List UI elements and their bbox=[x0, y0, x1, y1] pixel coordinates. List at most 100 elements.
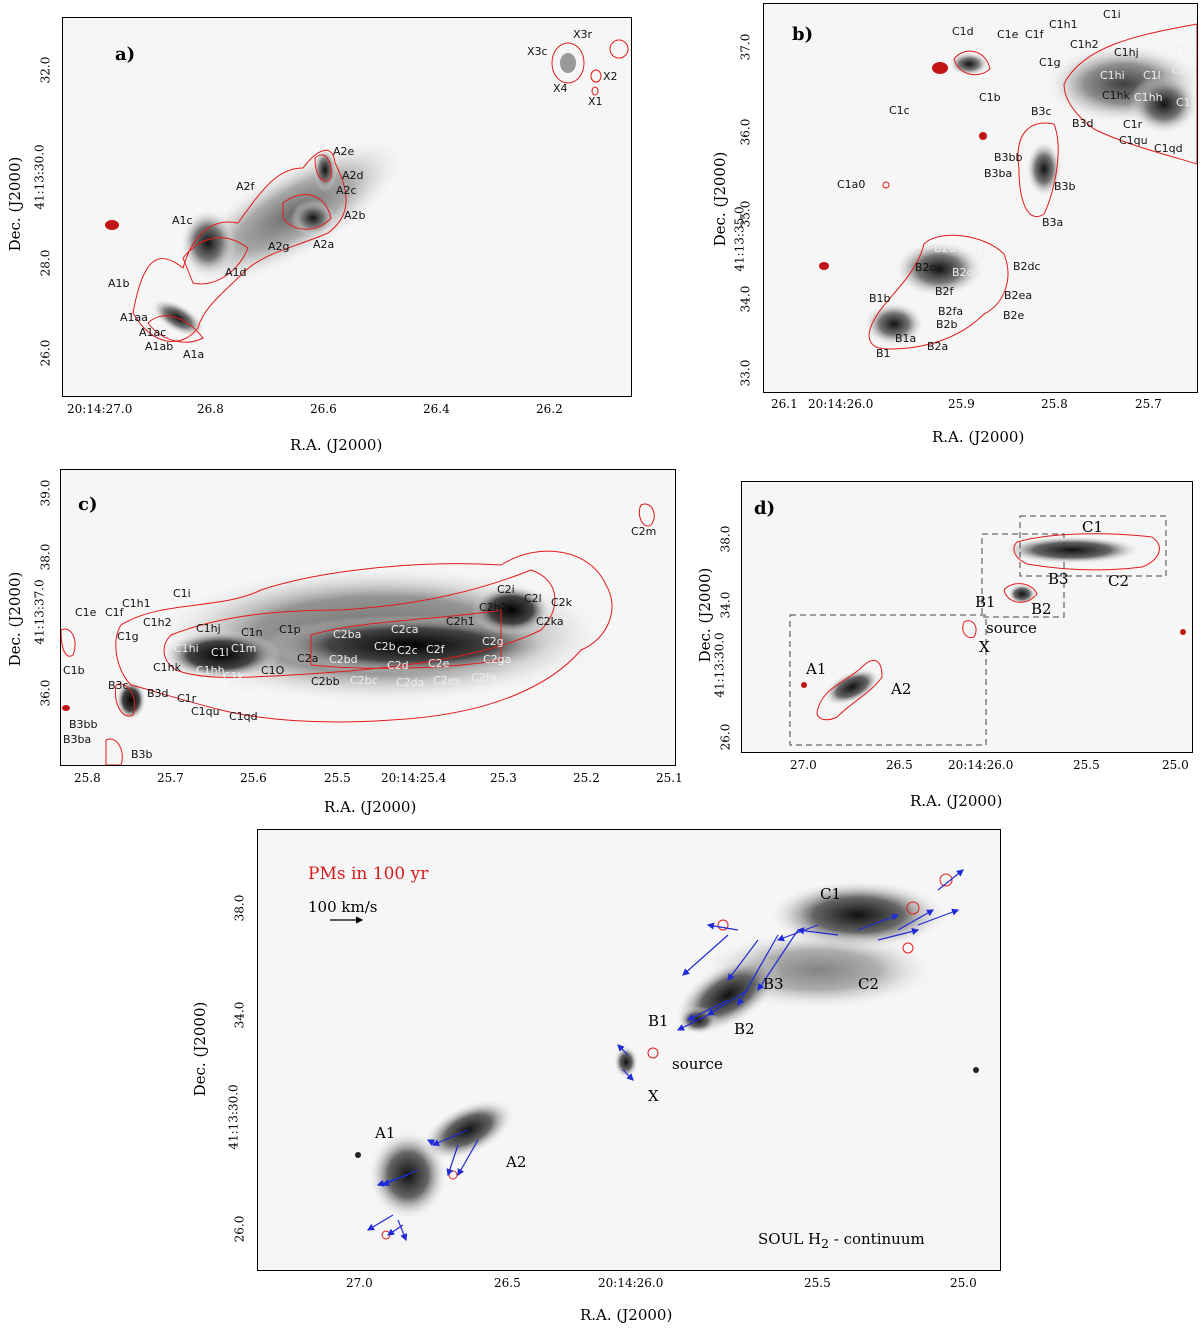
knot-label: C1m bbox=[1172, 64, 1198, 77]
knot-label: C1n bbox=[1172, 44, 1194, 57]
panel-d-label: d) bbox=[754, 498, 776, 519]
knot-label: B2c bbox=[915, 261, 936, 274]
knot-label: A1c bbox=[172, 214, 193, 227]
knot-label: C2bb bbox=[311, 675, 340, 688]
panel-a-xlabel: R.A. (J2000) bbox=[290, 436, 383, 454]
panel-e-nebula bbox=[330, 869, 979, 1242]
panel-e-xtick: 20:14:26.0 bbox=[598, 1276, 664, 1290]
knot-label: B1 bbox=[975, 593, 996, 611]
knot-label: C1e bbox=[997, 28, 1019, 41]
knot-label: C2i bbox=[497, 583, 515, 596]
knot-label: C1hk bbox=[1102, 89, 1131, 102]
panel-b-ytick: 37.0 bbox=[738, 33, 753, 61]
knot-label: C2f bbox=[426, 643, 445, 656]
knot-label: B3 bbox=[763, 975, 784, 993]
knot-label: B3b bbox=[131, 748, 153, 761]
knot-label: C1r bbox=[177, 692, 197, 705]
knot-label: B2e bbox=[1003, 309, 1025, 322]
knot-label: C1h2 bbox=[143, 616, 172, 629]
knot-label: X3r bbox=[573, 28, 593, 41]
panel-a-ytick: 41:13:30.0 bbox=[32, 144, 47, 210]
panel-d-ylabel: Dec. (J2000) bbox=[696, 567, 714, 663]
knot-label: A2f bbox=[236, 180, 255, 193]
knot-label: C1c bbox=[889, 104, 910, 117]
knot-label: C1b bbox=[979, 91, 1001, 104]
knot-label: A1d bbox=[225, 266, 247, 279]
knot-label: B2dd bbox=[952, 266, 981, 279]
filter-label: SOUL H2 - continuum bbox=[758, 1230, 925, 1251]
knot-label: B3ba bbox=[984, 167, 1013, 180]
knot-label: B1 bbox=[876, 347, 891, 360]
panel-e-xtick: 27.0 bbox=[346, 1276, 373, 1290]
knot-label: A1a bbox=[183, 348, 205, 361]
knot-label: C1hj bbox=[196, 622, 221, 635]
knot-label: C2k bbox=[551, 596, 573, 609]
knot-label: C1hi bbox=[174, 642, 199, 655]
knot-label: X bbox=[648, 1087, 659, 1105]
panel-d-xtick: 25.5 bbox=[1073, 758, 1100, 772]
knot-label: C2h2 bbox=[479, 601, 508, 614]
panel-a-ytick: 32.0 bbox=[38, 56, 53, 84]
knot-label: C1kt bbox=[229, 681, 255, 694]
knot-label: C2bc bbox=[350, 674, 378, 687]
knot-label: C1l bbox=[1143, 69, 1161, 82]
knot-label: C1k bbox=[223, 670, 245, 683]
knot-label: B3a bbox=[1042, 216, 1064, 229]
panel-b-ylabel: Dec. (J2000) bbox=[711, 151, 729, 247]
knot-label: B1 bbox=[648, 1012, 669, 1030]
panel-e-xtick: 26.5 bbox=[494, 1276, 521, 1290]
panel-a-xtick: 26.4 bbox=[423, 402, 450, 416]
knot-label: C1O bbox=[261, 664, 285, 677]
knot-label: C1n bbox=[241, 626, 263, 639]
knot-label: B3bb bbox=[994, 151, 1023, 164]
panel-b-ytick: 36.0 bbox=[738, 118, 753, 146]
panel-e-xtick: 25.0 bbox=[950, 1276, 977, 1290]
knot-label: A1b bbox=[108, 277, 130, 290]
knot-label: C2es bbox=[433, 674, 461, 687]
knot-label: A1ac bbox=[139, 326, 167, 339]
knot-label: C1hi bbox=[1100, 69, 1125, 82]
panel-c-xtick: 20:14:25.4 bbox=[381, 771, 447, 785]
knot-label: source bbox=[672, 1055, 723, 1073]
knot-label: B1a bbox=[895, 332, 917, 345]
panel-d-ytick: 41:13:30.0 bbox=[712, 632, 727, 698]
panel-b-xtick: 25.9 bbox=[948, 397, 975, 411]
panel-d-nebula bbox=[789, 515, 1186, 746]
knot-label: A1aa bbox=[120, 311, 149, 324]
panel-d-xlabel: R.A. (J2000) bbox=[910, 792, 1003, 810]
panel-a-ytick: 28.0 bbox=[38, 249, 53, 277]
knot-label: B3 bbox=[1048, 570, 1069, 588]
knot-label: C2 bbox=[1108, 572, 1130, 590]
knot-label: C1hk bbox=[153, 661, 182, 674]
knot-label: C2bd bbox=[329, 653, 358, 666]
panel-c-ytick: 39.0 bbox=[38, 479, 53, 507]
knot-label: C1g bbox=[117, 630, 139, 643]
knot-label: C1qd bbox=[1154, 142, 1183, 155]
panel-a-xtick: 20:14:27.0 bbox=[67, 402, 133, 416]
panel-d-xtick: 25.0 bbox=[1162, 758, 1189, 772]
knot-label: C2g bbox=[482, 635, 504, 648]
panel-b-xtick: 25.7 bbox=[1135, 397, 1162, 411]
knot-label: C1qu bbox=[1119, 134, 1148, 147]
knot-label: C1m bbox=[231, 642, 257, 655]
knot-label: B3d bbox=[147, 687, 169, 700]
knot-label: A1 bbox=[375, 1124, 396, 1142]
panel-c-ytick: 41:13:37.0 bbox=[32, 579, 47, 645]
knot-label: C1k bbox=[1176, 96, 1198, 109]
knot-label: C1h2 bbox=[1070, 38, 1099, 51]
pm-legend: PMs in 100 yr bbox=[308, 864, 429, 884]
panel-d-ytick: 34.0 bbox=[718, 591, 733, 619]
knot-label: B2d bbox=[934, 242, 956, 255]
knot-label: X4 bbox=[553, 82, 568, 95]
knot-label: X1 bbox=[588, 95, 603, 108]
panel-a-nebula bbox=[105, 39, 629, 343]
panel-b-nebula bbox=[819, 23, 1197, 350]
knot-label: C1e bbox=[75, 606, 97, 619]
panel-d-xtick: 27.0 bbox=[790, 758, 817, 772]
panel-c-image: c) C2m C2i C2h2 C2l C2k C2ka C2h1 C1i C1… bbox=[60, 469, 676, 766]
knot-label: A2g bbox=[268, 240, 290, 253]
knot-label: B3c bbox=[1031, 105, 1052, 118]
knot-label: C1hh bbox=[1134, 91, 1163, 104]
knot-label: C1d bbox=[952, 25, 974, 38]
panel-a-ytick: 26.0 bbox=[38, 339, 53, 367]
